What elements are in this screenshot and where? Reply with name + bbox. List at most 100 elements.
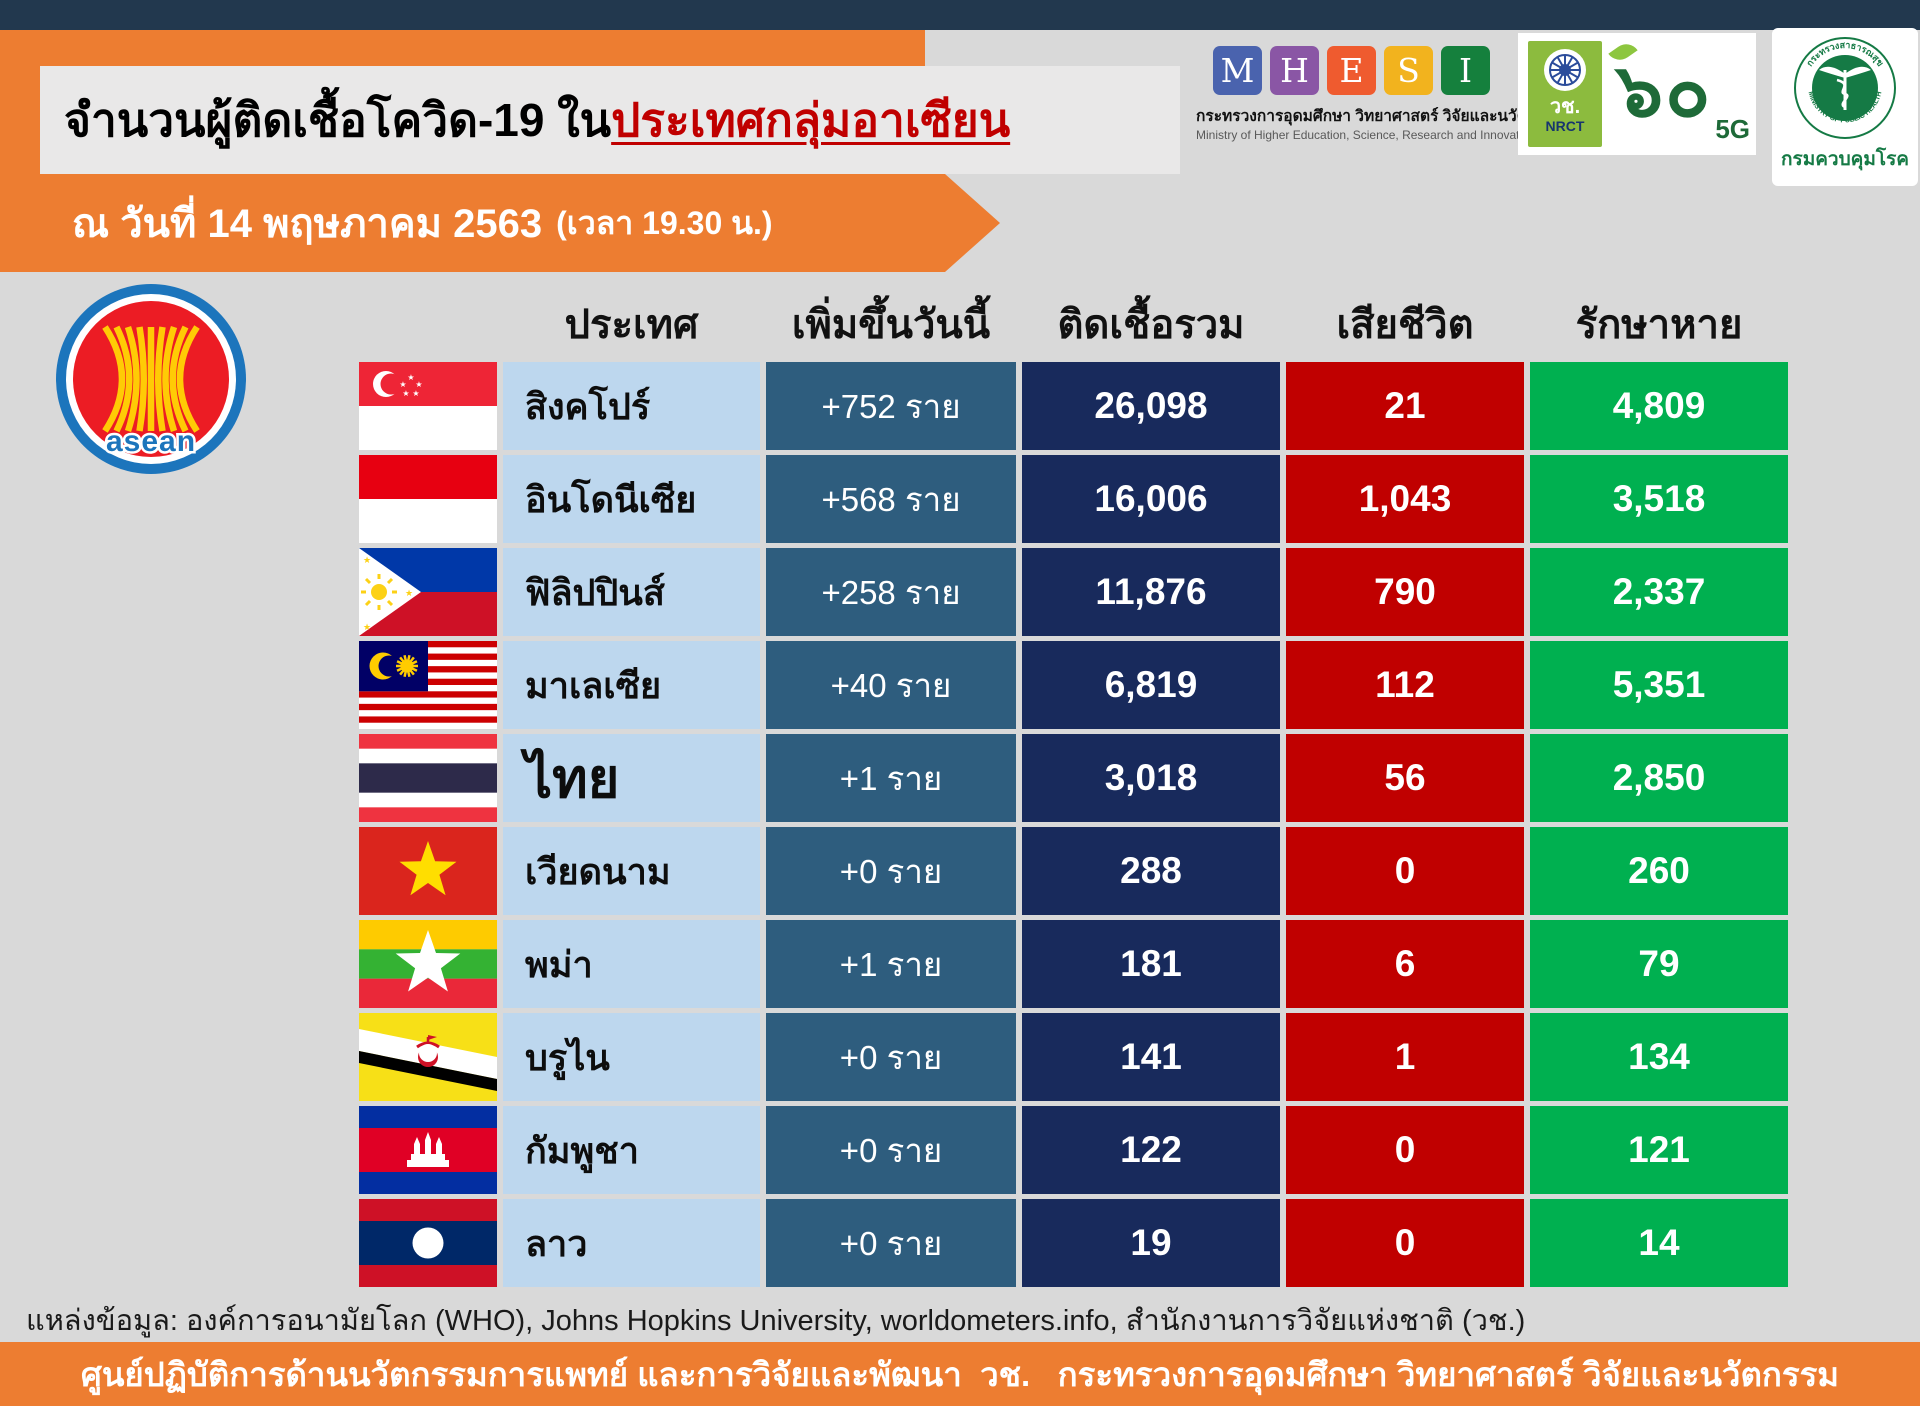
paddy-sheaf-icon xyxy=(102,325,200,433)
sixtieth-5g-logo: ๖๐ 5G xyxy=(1608,37,1756,151)
caduceus-wing-left xyxy=(1819,66,1845,78)
title-text-black: จำนวนผู้ติดเชื้อโควิด-19 ใน xyxy=(64,93,612,146)
flag-philippines-icon: ★ ★ ★ xyxy=(359,548,497,636)
table-body: ★ ★ ★ ★ ★ สิงคโปร์ +752 ราย 26,098 21 4,… xyxy=(359,362,1788,1292)
new-cases-cell: +1 ราย xyxy=(766,920,1016,1008)
nrct-thai-label: วช. xyxy=(1549,96,1581,118)
mhesi-english-name: Ministry of Higher Education, Science, R… xyxy=(1196,128,1536,142)
new-cases-cell: +568 ราย xyxy=(766,455,1016,543)
deaths-cell: 112 xyxy=(1286,641,1524,729)
country-cell: พม่า xyxy=(503,920,760,1008)
new-cases-cell: +1 ราย xyxy=(766,734,1016,822)
moph-seal-icon: กระทรวงสาธารณสุข MINISTRY OF PUBLIC HEAL… xyxy=(1794,37,1896,139)
col-header-new-cases: เพิ่มขึ้นวันนี้ xyxy=(791,303,991,347)
page-title: จำนวนผู้ติดเชื้อโควิด-19 ใน ประเทศกลุ่มอา… xyxy=(40,66,1180,174)
col-header-total-cases: ติดเชื้อรวม xyxy=(1057,303,1245,347)
new-cases-cell: +0 ราย xyxy=(766,1013,1016,1101)
total-cases-cell: 3,018 xyxy=(1022,734,1280,822)
deaths-cell: 21 xyxy=(1286,362,1524,450)
brunei-crest xyxy=(416,1035,440,1067)
flag-thailand-icon xyxy=(359,734,497,822)
deaths-cell: 1 xyxy=(1286,1013,1524,1101)
recovered-cell: 79 xyxy=(1530,920,1788,1008)
new-cases-cell: +40 ราย xyxy=(766,641,1016,729)
country-cell: อินโดนีเซีย xyxy=(503,455,760,543)
top-navy-bar xyxy=(0,0,1920,30)
asean-logo-icon: asean xyxy=(56,284,246,474)
date-text: ณ วันที่ 14 พฤษภาคม 2563 xyxy=(72,202,543,246)
new-cases-cell: +752 ราย xyxy=(766,362,1016,450)
date-banner-arrow: ณ วันที่ 14 พฤษภาคม 2563 (เวลา 19.30 น.) xyxy=(0,174,1000,272)
nrct-logo: วช. NRCT xyxy=(1528,41,1602,147)
moph-department-label: กรมควบคุมโรค xyxy=(1780,149,1910,170)
footer-bar-text: ศูนย์ปฏิบัติการด้านนวัตกรรมการแพทย์ และก… xyxy=(80,1355,1840,1393)
asean-wordmark: asean xyxy=(106,425,196,458)
caduceus-snake xyxy=(1836,78,1849,109)
country-cell: บรูไน xyxy=(503,1013,760,1101)
nrct-eng-label: NRCT xyxy=(1545,118,1585,134)
flag-brunei-icon xyxy=(359,1013,497,1101)
svg-text:★: ★ xyxy=(415,380,422,389)
table-row: กัมพูชา +0 ราย 122 0 121 xyxy=(359,1106,1788,1194)
table-row: บรูไน +0 ราย 141 1 134 xyxy=(359,1013,1788,1101)
total-cases-cell: 6,819 xyxy=(1022,641,1280,729)
moph-panel: กระทรวงสาธารณสุข MINISTRY OF PUBLIC HEAL… xyxy=(1772,28,1918,186)
footer-bar: ศูนย์ปฏิบัติการด้านนวัตกรรมการแพทย์ และก… xyxy=(0,1342,1920,1406)
total-cases-cell: 181 xyxy=(1022,920,1280,1008)
thai-numeral-60: ๖๐ xyxy=(1616,49,1713,132)
deaths-cell: 0 xyxy=(1286,1106,1524,1194)
deaths-cell: 56 xyxy=(1286,734,1524,822)
table-header-row: ประเทศ เพิ่มขึ้นวันนี้ ติดเชื้อรวม เสียช… xyxy=(359,298,1788,356)
table-row: ★ ★ ★ ★ ★ สิงคโปร์ +752 ราย 26,098 21 4,… xyxy=(359,362,1788,450)
mhesi-letter-squares: M H E S I xyxy=(1213,46,1499,95)
recovered-cell: 134 xyxy=(1530,1013,1788,1101)
country-cell: มาเลเซีย xyxy=(503,641,760,729)
total-cases-cell: 288 xyxy=(1022,827,1280,915)
country-cell: ฟิลิปปินส์ xyxy=(503,548,760,636)
svg-text:★: ★ xyxy=(412,389,419,398)
flag-indonesia-icon xyxy=(359,455,497,543)
recovered-cell: 5,351 xyxy=(1530,641,1788,729)
flag-laos-icon xyxy=(359,1199,497,1287)
mhesi-s-icon: S xyxy=(1384,46,1433,95)
country-cell: สิงคโปร์ xyxy=(503,362,760,450)
caduceus-wing-right xyxy=(1845,66,1871,78)
new-cases-cell: +0 ราย xyxy=(766,1106,1016,1194)
angkor-wat-silhouette xyxy=(407,1132,449,1167)
total-cases-cell: 19 xyxy=(1022,1199,1280,1287)
mhesi-i-icon: I xyxy=(1441,46,1490,95)
col-header-country: ประเทศ xyxy=(564,303,699,347)
recovered-cell: 260 xyxy=(1530,827,1788,915)
svg-text:★: ★ xyxy=(402,389,409,398)
svg-text:★: ★ xyxy=(405,588,413,598)
mhesi-logo: M H E S I กระทรวงการอุดมศึกษา วิทยาศาสตร… xyxy=(1196,46,1563,142)
data-source-text: แหล่งข้อมูล: องค์การอนามัยโลก (WHO), Joh… xyxy=(26,1305,1526,1337)
table-row: ★ ★ ★ ฟิลิปปินส์ +258 ราย 11,876 790 2,3… xyxy=(359,548,1788,636)
recovered-cell: 121 xyxy=(1530,1106,1788,1194)
recovered-cell: 2,337 xyxy=(1530,548,1788,636)
recovered-cell: 2,850 xyxy=(1530,734,1788,822)
recovered-cell: 14 xyxy=(1530,1199,1788,1287)
deaths-cell: 0 xyxy=(1286,1199,1524,1287)
country-cell: ลาว xyxy=(503,1199,760,1287)
new-cases-cell: +0 ราย xyxy=(766,827,1016,915)
mhesi-e-icon: E xyxy=(1327,46,1376,95)
col-header-deaths: เสียชีวิต xyxy=(1336,303,1474,347)
flag-cambodia-icon xyxy=(359,1106,497,1194)
mhesi-m-icon: M xyxy=(1213,46,1262,95)
svg-text:★: ★ xyxy=(363,555,371,565)
recovered-cell: 4,809 xyxy=(1530,362,1788,450)
title-text-red-underlined: ประเทศกลุ่มอาเซียน xyxy=(611,93,1011,146)
svg-text:★: ★ xyxy=(363,622,371,632)
col-header-recovered: รักษาหาย xyxy=(1575,303,1743,347)
flag-singapore-icon: ★ ★ ★ ★ ★ xyxy=(359,362,497,450)
flag-malaysia-icon xyxy=(359,641,497,729)
table-row: อินโดนีเซีย +568 ราย 16,006 1,043 3,518 xyxy=(359,455,1788,543)
label-5g: 5G xyxy=(1715,114,1750,144)
table-row: มาเลเซีย +40 ราย 6,819 112 5,351 xyxy=(359,641,1788,729)
mhesi-thai-name: กระทรวงการอุดมศึกษา วิทยาศาสตร์ วิจัยและ… xyxy=(1196,108,1564,125)
deaths-cell: 6 xyxy=(1286,920,1524,1008)
flag-vietnam-icon xyxy=(359,827,497,915)
new-cases-cell: +0 ราย xyxy=(766,1199,1016,1287)
